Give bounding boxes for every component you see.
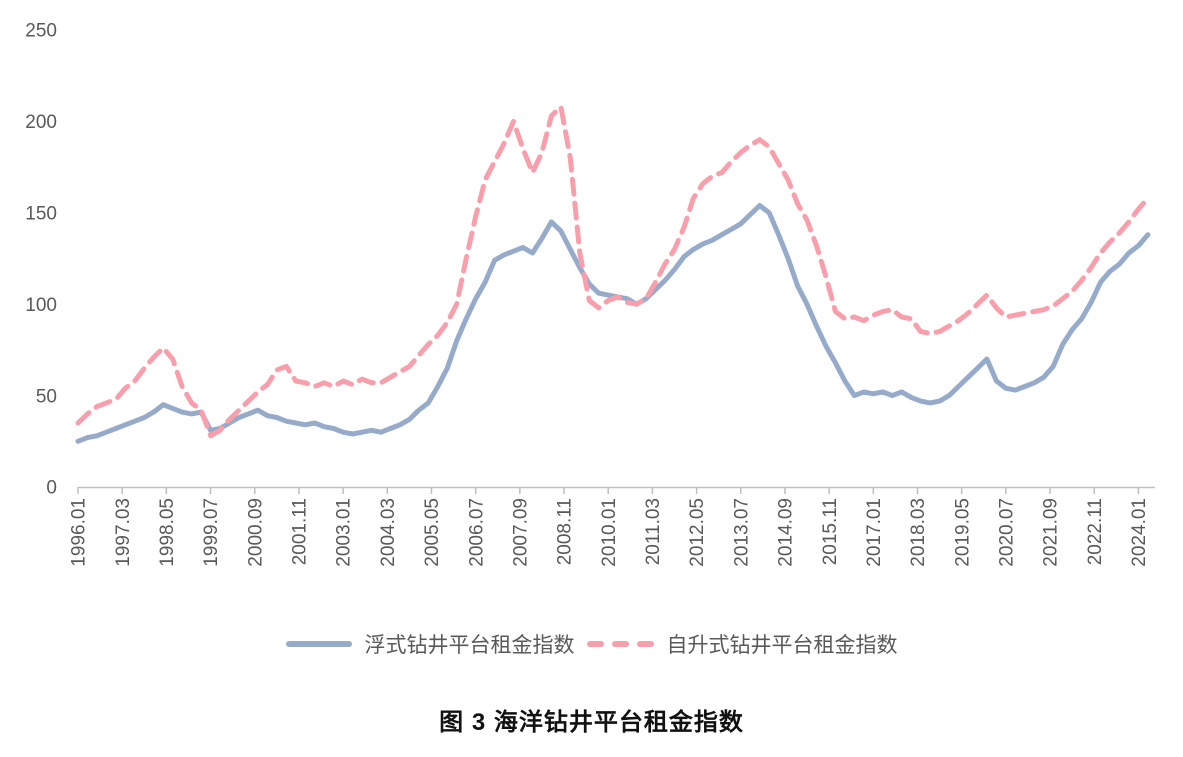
x-tick-label: 2008.11	[555, 498, 576, 565]
x-tick-label: 2010.01	[599, 498, 620, 567]
x-tick-label: 2001.11	[290, 498, 311, 565]
y-tick-label: 0	[46, 478, 57, 499]
x-tick-label: 2011.03	[643, 498, 664, 565]
x-tick-label: 2021.09	[1041, 498, 1062, 567]
x-tick-label: 2004.03	[378, 498, 399, 567]
dash-segment-icon	[586, 641, 604, 647]
x-tick-label: 2003.01	[334, 498, 355, 567]
x-tick-label: 2022.11	[1085, 498, 1106, 565]
x-tick-label: 2020.07	[997, 498, 1018, 567]
x-tick-label: 2014.09	[776, 498, 797, 567]
x-tick-label: 1998.05	[157, 498, 178, 567]
y-axis-labels: 0 50 100 150 200 250	[25, 21, 57, 499]
x-tick-label: 1997.03	[113, 498, 134, 567]
line-chart: 0 50 100 150 200 250 1996.01 1997.03 1998.05 1999…	[25, 21, 1155, 567]
x-axis-ticks: 1996.01 1997.03 1998.05 1999.07 2000.09 2001.…	[69, 487, 1150, 567]
y-tick-label: 150	[25, 203, 57, 224]
y-tick-label: 200	[25, 112, 57, 133]
dash-segment-icon	[636, 641, 654, 647]
x-tick-label: 1996.01	[69, 498, 90, 567]
x-tick-label: 2015.11	[820, 498, 841, 565]
dash-segment-icon	[611, 641, 629, 647]
y-tick-label: 50	[36, 386, 57, 407]
x-tick-label: 2018.03	[908, 498, 929, 567]
legend-label-floating: 浮式钻井平台租金指数	[364, 634, 575, 657]
jackup-dash-swatch-icon	[586, 641, 654, 647]
chart-legend: 浮式钻井平台租金指数 自升式钻井平台租金指数	[0, 624, 1183, 664]
x-tick-label: 2012.05	[687, 498, 708, 567]
x-tick-label: 2007.09	[510, 498, 531, 567]
jackup-series-line	[75, 104, 1151, 439]
x-tick-label: 2005.05	[422, 498, 443, 567]
y-tick-label: 100	[25, 295, 57, 316]
legend-label-jackup: 自升式钻井平台租金指数	[666, 634, 898, 657]
x-tick-label: 2017.01	[864, 498, 885, 567]
legend-item-jackup: 自升式钻井平台租金指数	[586, 629, 898, 659]
x-tick-label: 2019.05	[952, 498, 973, 567]
legend-item-floating: 浮式钻井平台租金指数	[285, 629, 575, 659]
x-tick-label: 1999.07	[201, 498, 222, 567]
x-tick-label: 2013.07	[731, 498, 752, 567]
x-tick-label: 2024.01	[1129, 498, 1150, 567]
floating-series-line	[75, 203, 1151, 444]
figure-caption: 图 3 海洋钻井平台租金指数	[439, 709, 744, 736]
floating-line-swatch-icon	[285, 641, 352, 647]
y-tick-label: 250	[25, 21, 57, 42]
x-tick-label: 2006.07	[466, 498, 487, 567]
x-tick-label: 2000.09	[245, 498, 266, 567]
